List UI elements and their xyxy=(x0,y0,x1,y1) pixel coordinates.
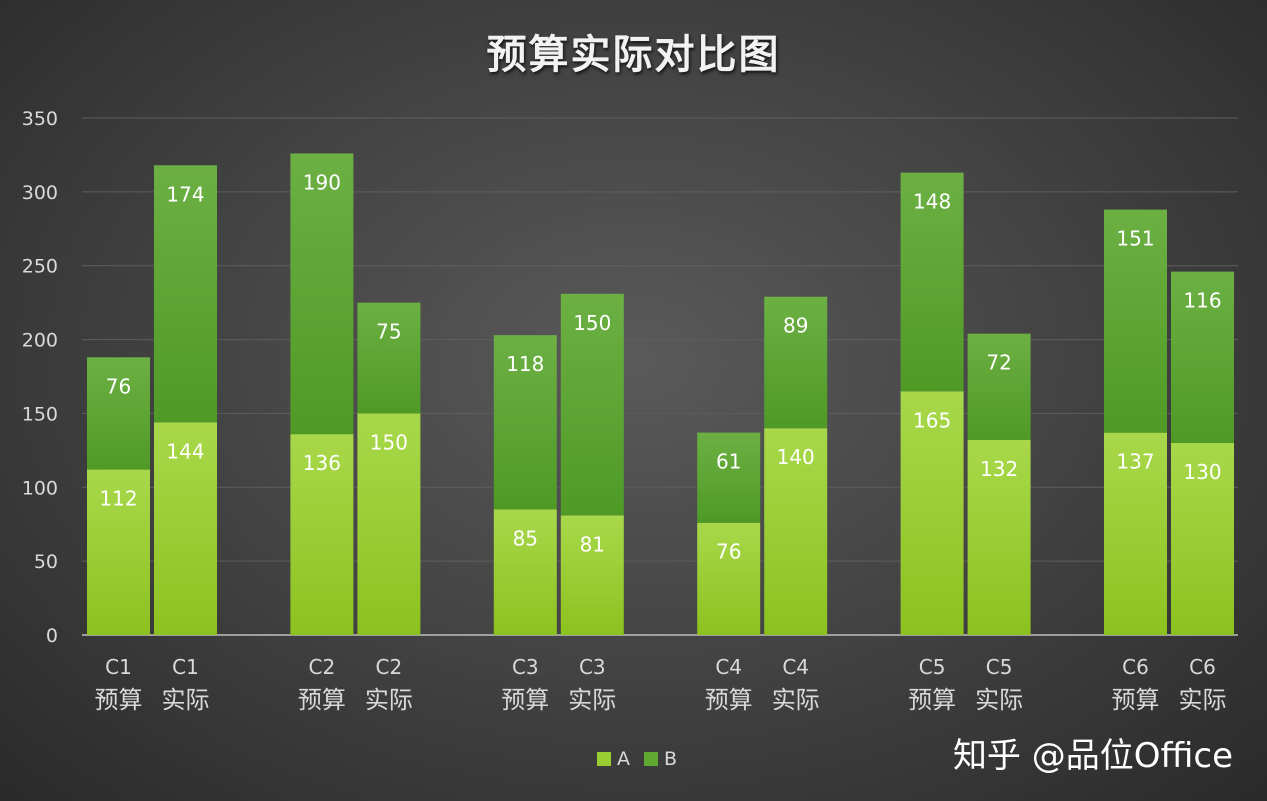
legend-label-a: A xyxy=(617,748,630,770)
data-label: 89 xyxy=(783,314,808,338)
data-label: 190 xyxy=(303,170,341,194)
data-label: 151 xyxy=(1116,227,1154,251)
data-label: 118 xyxy=(506,352,544,376)
data-label: 148 xyxy=(913,190,951,214)
y-tick-label: 200 xyxy=(22,330,58,352)
data-label: 81 xyxy=(580,532,605,556)
bar-a xyxy=(154,422,217,635)
bar-a xyxy=(290,434,354,635)
x-tick-label: C1 xyxy=(172,655,199,679)
bar-b xyxy=(560,293,624,516)
bar-b xyxy=(357,302,421,414)
data-label: 85 xyxy=(513,526,538,550)
x-tick-sublabel: 预算 xyxy=(705,686,753,714)
x-tick-sublabel: 实际 xyxy=(975,686,1023,714)
x-tick-sublabel: 预算 xyxy=(501,686,549,714)
x-tick-label: C3 xyxy=(512,655,539,679)
data-label: 132 xyxy=(980,457,1018,481)
data-label: 72 xyxy=(986,351,1011,375)
bar-b xyxy=(493,335,557,510)
bar-a xyxy=(560,515,624,635)
data-label: 137 xyxy=(1116,450,1154,474)
bar-a xyxy=(87,469,150,635)
y-tick-label: 100 xyxy=(22,477,58,499)
legend-swatch-b xyxy=(644,752,658,766)
data-label: 144 xyxy=(166,439,204,463)
data-label: 140 xyxy=(777,445,815,469)
x-tick-label: C4 xyxy=(782,655,809,679)
bar-a xyxy=(357,413,421,635)
x-tick-label: C5 xyxy=(986,655,1013,679)
data-label: 61 xyxy=(716,450,741,474)
x-tick-sublabel: 实际 xyxy=(772,686,820,714)
x-tick-label: C2 xyxy=(376,655,403,679)
x-tick-sublabel: 预算 xyxy=(1112,686,1160,714)
data-label: 130 xyxy=(1183,460,1221,484)
legend-label-b: B xyxy=(664,748,678,770)
legend-swatch-a xyxy=(597,752,611,766)
data-label: 116 xyxy=(1183,289,1221,313)
bar-b xyxy=(1171,271,1234,443)
data-label: 165 xyxy=(913,408,951,432)
bar-a xyxy=(764,428,828,635)
bar-a xyxy=(900,391,964,635)
x-tick-sublabel: 预算 xyxy=(298,686,346,714)
bar-b xyxy=(900,172,964,392)
data-label: 150 xyxy=(573,311,611,335)
x-tick-sublabel: 实际 xyxy=(365,686,413,714)
bar-b xyxy=(697,432,761,523)
legend: A B xyxy=(597,748,677,770)
x-tick-label: C4 xyxy=(715,655,742,679)
chart-title: 预算实际对比图 xyxy=(486,32,781,78)
bar-a xyxy=(1171,442,1234,635)
data-label: 150 xyxy=(370,430,408,454)
y-tick-label: 350 xyxy=(22,108,58,130)
bar-b xyxy=(290,153,354,435)
x-tick-sublabel: 预算 xyxy=(908,686,956,714)
bar-b xyxy=(1104,209,1167,433)
x-tick-label: C5 xyxy=(919,655,946,679)
data-label: 174 xyxy=(166,182,204,206)
y-tick-label: 50 xyxy=(34,551,58,573)
x-tick-sublabel: 实际 xyxy=(568,686,616,714)
watermark: 知乎 @品位Office xyxy=(952,736,1233,776)
x-tick-label: C6 xyxy=(1122,655,1149,679)
x-tick-sublabel: 实际 xyxy=(162,686,210,714)
data-label: 136 xyxy=(303,451,341,475)
bar-a xyxy=(697,522,761,635)
y-tick-label: 150 xyxy=(22,403,58,425)
data-label: 112 xyxy=(99,487,137,511)
bar-a xyxy=(967,440,1031,635)
y-tick-label: 300 xyxy=(22,182,58,204)
data-label: 75 xyxy=(376,320,401,344)
y-tick-label: 250 xyxy=(22,256,58,278)
x-tick-sublabel: 预算 xyxy=(95,686,143,714)
x-tick-label: C3 xyxy=(579,655,606,679)
bar-b xyxy=(87,357,150,470)
data-label: 76 xyxy=(716,540,741,564)
x-tick-label: C2 xyxy=(309,655,336,679)
x-tick-sublabel: 实际 xyxy=(1179,686,1227,714)
bar-b xyxy=(764,296,828,429)
x-tick-label: C6 xyxy=(1189,655,1216,679)
bar-a xyxy=(493,509,557,635)
data-label: 76 xyxy=(106,374,131,398)
x-tick-label: C1 xyxy=(105,655,132,679)
y-tick-label: 0 xyxy=(46,625,58,647)
bar-a xyxy=(1104,432,1167,635)
bar-b xyxy=(154,165,217,423)
bar-b xyxy=(967,333,1031,441)
